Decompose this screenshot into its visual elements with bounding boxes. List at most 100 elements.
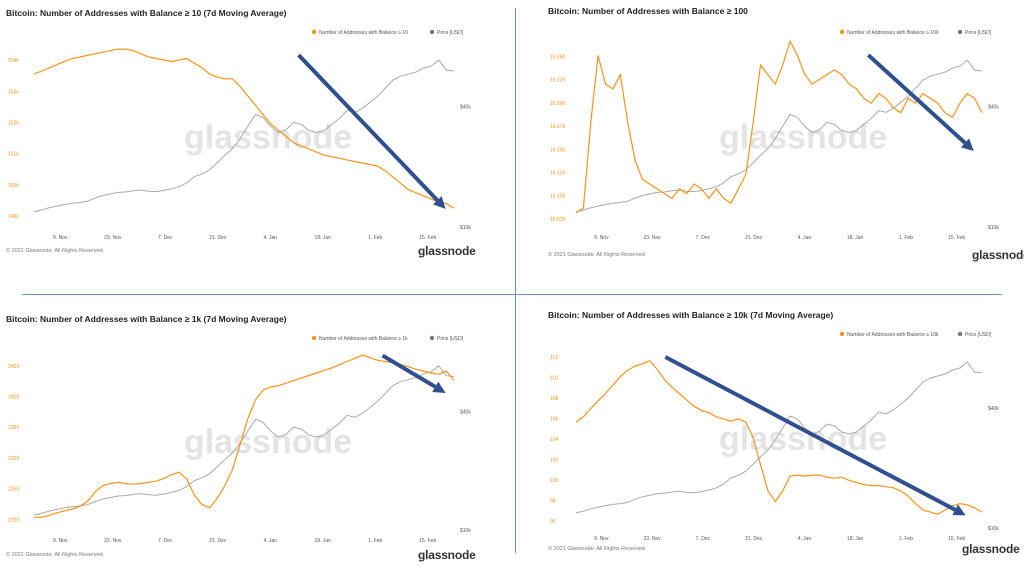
y-tick-left: 106 bbox=[550, 417, 559, 423]
y-tick-left: 153k bbox=[8, 89, 19, 95]
legend-marker-balance bbox=[311, 335, 317, 341]
x-tick: 4. Jan bbox=[263, 235, 277, 241]
y-tick-left: 104 bbox=[550, 437, 559, 443]
chart-svg: Number of Addresses with Balance ≥ 10k Pr… bbox=[550, 331, 999, 542]
series-line-balance bbox=[34, 354, 455, 518]
series-line-balance bbox=[575, 359, 983, 515]
x-tick: 9. Nov bbox=[594, 536, 609, 542]
x-tick: 23. Nov bbox=[644, 235, 662, 241]
x-tick: 9. Nov bbox=[53, 235, 68, 241]
legend: Number of Addresses with Balance ≥ 100 Pr… bbox=[839, 29, 992, 36]
legend-label-balance: Number of Addresses with Balance ≥ 10 bbox=[319, 30, 408, 36]
x-tick: 15. Feb bbox=[419, 538, 436, 544]
copyright-text: © 2021 Glassnode. All Rights Reserved. bbox=[548, 252, 647, 258]
x-tick: 18. Jan bbox=[315, 538, 332, 544]
copyright-text: © 2021 Glassnode. All Rights Reserved. bbox=[6, 552, 105, 558]
legend: Number of Addresses with Balance ≥ 1k Pri… bbox=[311, 335, 464, 342]
legend: Number of Addresses with Balance ≥ 10k Pr… bbox=[839, 331, 992, 338]
y-tick-right: $10k bbox=[988, 225, 999, 231]
x-tick: 4. Jan bbox=[798, 536, 812, 542]
x-tick: 21. Dec bbox=[209, 538, 227, 544]
y-tick-left: 150k bbox=[8, 183, 19, 189]
chart-svg: Number of Addresses with Balance ≥ 1k Pri… bbox=[8, 335, 471, 544]
y-tick-left: 112 bbox=[550, 355, 558, 361]
y-tick-left: 2250 bbox=[8, 487, 19, 493]
chart-title: Bitcoin: Number of Addresses with Balanc… bbox=[548, 310, 834, 320]
y-tick-right: $10k bbox=[988, 526, 999, 532]
legend-label-price: Price [USD] bbox=[437, 336, 464, 342]
copyright-text: © 2021 Glassnode. All Rights Reserved. bbox=[6, 248, 105, 254]
glassnode-logo: glassnode bbox=[418, 548, 476, 562]
y-tick-right: $10k bbox=[460, 225, 471, 231]
vertical-divider bbox=[515, 8, 516, 553]
y-tick-left: 108 bbox=[550, 396, 559, 402]
x-tick: 15. Feb bbox=[948, 235, 965, 241]
series-line-price bbox=[575, 361, 983, 514]
horizontal-divider bbox=[22, 294, 1002, 295]
y-tick-left: 96 bbox=[550, 519, 556, 525]
x-tick: 23. Nov bbox=[644, 536, 662, 542]
chart-panel-balance-100: Bitcoin: Number of Addresses with Balanc… bbox=[548, 6, 1024, 278]
y-tick-left: 102 bbox=[550, 457, 559, 463]
y-tick-right: $40k bbox=[460, 409, 471, 415]
chart-title: Bitcoin: Number of Addresses with Balanc… bbox=[548, 6, 748, 16]
y-tick-right: $40k bbox=[460, 104, 471, 110]
y-tick-left: 16.100 bbox=[550, 194, 566, 200]
y-tick-left: 2400 bbox=[8, 395, 19, 401]
y-tick-left: 16.250 bbox=[550, 54, 566, 60]
y-tick-left: 16.225 bbox=[550, 78, 566, 84]
legend-marker-price bbox=[429, 29, 435, 35]
legend-label-price: Price [USD] bbox=[437, 30, 464, 36]
y-tick-left: 2200 bbox=[8, 517, 19, 523]
chart-svg: Number of Addresses with Balance ≥ 10 Pri… bbox=[8, 29, 471, 241]
x-tick: 4. Jan bbox=[798, 235, 812, 241]
x-tick: 7. Dec bbox=[696, 536, 711, 542]
y-tick-left: 2300 bbox=[8, 456, 19, 462]
x-tick: 7. Dec bbox=[696, 235, 711, 241]
x-tick: 7. Dec bbox=[158, 235, 173, 241]
legend-label-balance: Number of Addresses with Balance ≥ 1k bbox=[319, 336, 408, 342]
legend-marker-price bbox=[957, 331, 963, 337]
trend-arrow-head bbox=[432, 381, 446, 393]
legend-label-balance: Number of Addresses with Balance ≥ 10k bbox=[847, 332, 939, 338]
y-tick-left: 2450 bbox=[8, 364, 19, 370]
x-tick: 1. Feb bbox=[368, 235, 382, 241]
x-tick: 7. Dec bbox=[158, 538, 173, 544]
legend-label-price: Price [USD] bbox=[965, 332, 992, 338]
glassnode-logo: glassnode bbox=[962, 542, 1020, 556]
chart-panel-balance-10: Bitcoin: Number of Addresses with Balanc… bbox=[6, 8, 494, 280]
y-tick-left: 100 bbox=[550, 478, 559, 484]
trend-arrow-shaft bbox=[664, 355, 957, 512]
x-tick: 9. Nov bbox=[594, 235, 609, 241]
copyright-text: © 2021 Glassnode. All Rights Reserved. bbox=[548, 546, 647, 552]
x-tick: 18. Jan bbox=[847, 536, 864, 542]
x-tick: 18. Jan bbox=[847, 235, 864, 241]
series-line-price bbox=[575, 59, 983, 213]
x-tick: 21. Dec bbox=[209, 235, 227, 241]
chart-title: Bitcoin: Number of Addresses with Balanc… bbox=[6, 314, 287, 324]
legend-marker-balance bbox=[839, 29, 845, 35]
x-tick: 21. Dec bbox=[745, 235, 763, 241]
y-tick-left: 110 bbox=[550, 376, 558, 382]
x-tick: 4. Jan bbox=[263, 538, 277, 544]
x-tick: 1. Feb bbox=[899, 536, 913, 542]
x-tick: 21. Dec bbox=[745, 536, 763, 542]
trend-arrow-head bbox=[432, 196, 446, 209]
x-tick: 23. Nov bbox=[104, 235, 122, 241]
legend: Number of Addresses with Balance ≥ 10 Pri… bbox=[311, 29, 464, 36]
y-tick-left: 16.125 bbox=[550, 170, 566, 176]
legend-marker-price bbox=[429, 335, 435, 341]
y-tick-left: 2350 bbox=[8, 425, 19, 431]
legend-marker-balance bbox=[839, 331, 845, 337]
x-tick: 15. Feb bbox=[948, 536, 965, 542]
y-tick-left: 16.200 bbox=[550, 101, 566, 107]
y-tick-right: $10k bbox=[460, 528, 471, 534]
glassnode-logo: glassnode bbox=[418, 244, 476, 258]
y-tick-left: 154k bbox=[8, 58, 19, 64]
legend-label-balance: Number of Addresses with Balance ≥ 100 bbox=[847, 30, 939, 36]
x-tick: 9. Nov bbox=[53, 538, 68, 544]
y-tick-left: 16.150 bbox=[550, 147, 566, 153]
chart-svg: Number of Addresses with Balance ≥ 100 Pr… bbox=[550, 29, 999, 241]
x-tick: 15. Feb bbox=[419, 235, 436, 241]
chart-panel-balance-10k: Bitcoin: Number of Addresses with Balanc… bbox=[548, 310, 1022, 566]
